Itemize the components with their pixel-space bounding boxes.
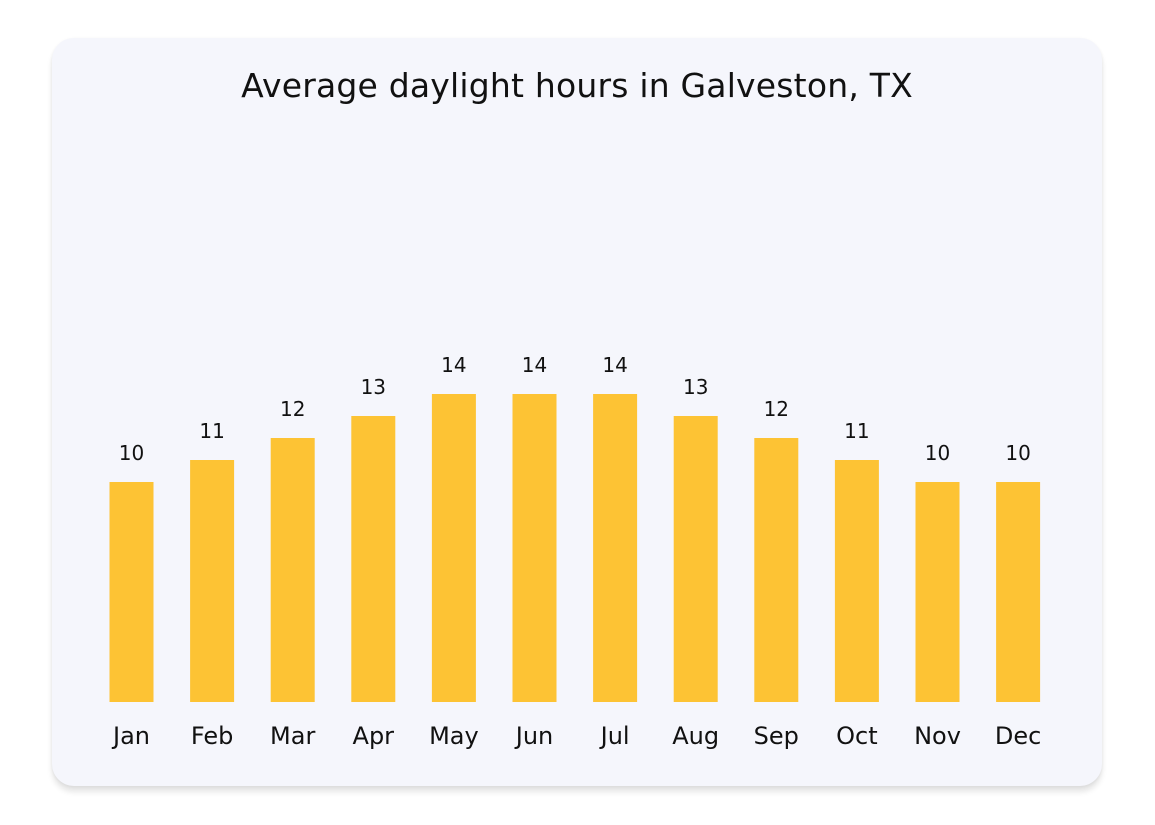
x-tick-label-jun: Jun (514, 722, 554, 750)
value-label-sep: 12 (764, 397, 789, 421)
x-tick-label-mar: Mar (270, 722, 315, 750)
value-label-aug: 13 (683, 375, 708, 399)
value-label-nov: 10 (925, 441, 950, 465)
value-label-feb: 11 (199, 419, 224, 443)
value-labels-group: 10 11 12 13 14 14 14 13 12 11 10 10 (119, 353, 1031, 465)
bar-oct (834, 460, 879, 702)
bar-jun (512, 394, 557, 702)
bar-jul (593, 394, 638, 702)
chart-title: Average daylight hours in Galveston, TX (241, 66, 913, 105)
x-tick-labels-group: Jan Feb Mar Apr May Jun Jul Aug Sep Oct Nov Dec (111, 722, 1041, 750)
value-label-may: 14 (441, 353, 466, 377)
bar-jan (109, 482, 154, 702)
x-tick-label-feb: Feb (191, 722, 234, 750)
x-tick-label-apr: Apr (353, 722, 395, 750)
x-tick-label-jan: Jan (111, 722, 150, 750)
x-tick-label-nov: Nov (914, 722, 961, 750)
x-tick-label-sep: Sep (754, 722, 799, 750)
value-label-jul: 14 (602, 353, 627, 377)
bar-dec (996, 482, 1041, 702)
x-tick-label-oct: Oct (836, 722, 878, 750)
bar-chart: 10 11 12 13 14 14 14 13 12 11 10 10 Jan Feb Mar Apr May… (109, 353, 1041, 750)
value-label-apr: 13 (361, 375, 386, 399)
bar-nov (915, 482, 960, 702)
value-label-oct: 11 (844, 419, 869, 443)
bars-group (109, 394, 1041, 702)
value-label-dec: 10 (1005, 441, 1030, 465)
bar-feb (190, 460, 235, 702)
bar-mar (270, 438, 315, 702)
x-tick-label-aug: Aug (672, 722, 719, 750)
x-tick-label-may: May (429, 722, 479, 750)
value-label-mar: 12 (280, 397, 305, 421)
bar-may (431, 394, 476, 702)
bar-apr (351, 416, 396, 702)
x-tick-label-dec: Dec (995, 722, 1041, 750)
bar-aug (673, 416, 718, 702)
chart-card: Average daylight hours in Galveston, TX … (52, 38, 1102, 786)
value-label-jun: 14 (522, 353, 547, 377)
bar-sep (754, 438, 799, 702)
value-label-jan: 10 (119, 441, 144, 465)
x-tick-label-jul: Jul (599, 722, 630, 750)
